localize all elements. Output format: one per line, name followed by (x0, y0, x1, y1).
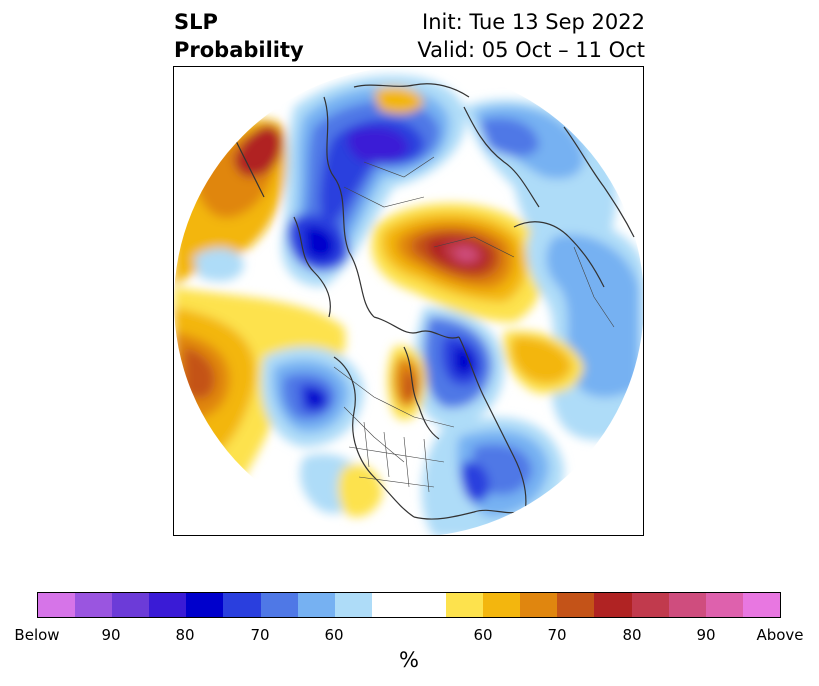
chart-dates: Init: Tue 13 Sep 2022 Valid: 05 Oct – 11… (417, 8, 645, 64)
title-variable: SLP (174, 10, 218, 34)
colorbar-swatch (408, 593, 447, 617)
colorbar-unit: % (399, 648, 419, 672)
coastlines (233, 83, 635, 520)
polar-map (173, 66, 644, 536)
colorbar-swatch (186, 593, 224, 617)
colorbar-swatch (446, 593, 484, 617)
title-product: Probability (174, 38, 304, 62)
tick-below-90: 90 (101, 626, 121, 644)
colorbar-swatch (112, 593, 150, 617)
valid-range: Valid: 05 Oct – 11 Oct (417, 38, 645, 62)
tick-above-80: 80 (622, 626, 642, 644)
colorbar-swatch (334, 593, 372, 617)
tick-below: Below (14, 626, 60, 644)
colorbar-swatch (520, 593, 558, 617)
tick-above: Above (756, 626, 804, 644)
colorbar-swatch (668, 593, 706, 617)
tick-below-60: 60 (324, 626, 344, 644)
probability-map (174, 67, 643, 535)
colorbar-ticks: Below 90 80 70 60 60 70 80 90 Above (0, 626, 819, 646)
init-date: Init: Tue 13 Sep 2022 (422, 10, 645, 34)
colorbar-swatch (75, 593, 113, 617)
colorbar-swatch (742, 593, 780, 617)
colorbar-swatch (371, 593, 409, 617)
colorbar-swatch (557, 593, 595, 617)
colorbar-swatch (483, 593, 521, 617)
colorbar-swatch (631, 593, 669, 617)
tick-above-70: 70 (547, 626, 567, 644)
colorbar (37, 592, 781, 618)
colorbar-swatch (260, 593, 298, 617)
tick-above-90: 90 (696, 626, 716, 644)
colorbar-swatch (223, 593, 261, 617)
tick-above-60: 60 (473, 626, 493, 644)
colorbar-swatch (594, 593, 632, 617)
tick-below-70: 70 (250, 626, 270, 644)
chart-title: SLP Probability (174, 8, 304, 64)
colorbar-swatch (149, 593, 187, 617)
tick-below-80: 80 (175, 626, 195, 644)
colorbar-swatch (297, 593, 335, 617)
colorbar-swatch (38, 593, 76, 617)
colorbar-swatch (705, 593, 743, 617)
borders (333, 156, 615, 493)
